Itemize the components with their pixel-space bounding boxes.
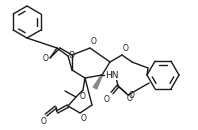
- Text: O: O: [91, 37, 97, 46]
- Text: O: O: [80, 92, 86, 101]
- Text: O: O: [104, 95, 110, 104]
- Text: O: O: [69, 50, 75, 60]
- Text: O: O: [41, 117, 47, 126]
- Text: O: O: [129, 90, 135, 99]
- Text: O: O: [127, 94, 133, 103]
- Text: O: O: [123, 44, 129, 53]
- Text: O: O: [81, 114, 87, 123]
- Text: O: O: [43, 54, 49, 63]
- Text: HN: HN: [105, 70, 119, 80]
- Polygon shape: [93, 75, 102, 89]
